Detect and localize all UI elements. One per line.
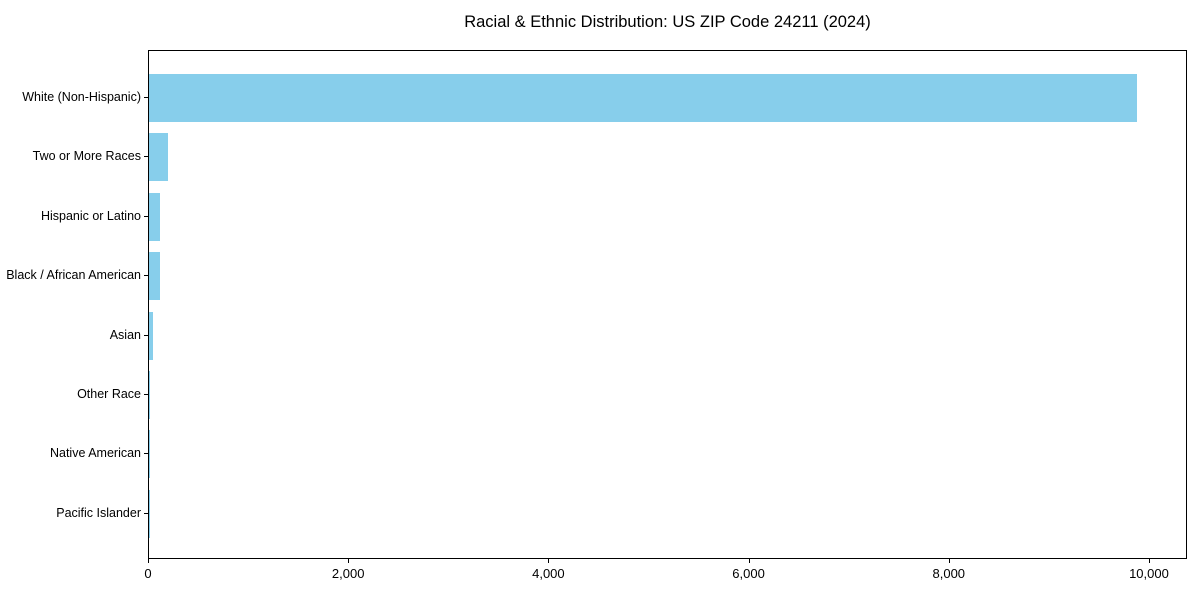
x-tick-label: 6,000	[732, 566, 765, 581]
bar	[149, 192, 160, 241]
y-axis-label: Two or More Races	[32, 149, 141, 164]
x-tick-label: 8,000	[932, 566, 966, 581]
bar	[149, 133, 168, 182]
y-axis-label: Asian	[109, 327, 141, 342]
x-tick-mark	[348, 559, 350, 563]
x-tick-label: 10,000	[1129, 566, 1169, 581]
x-tick-label: 0	[144, 566, 152, 581]
y-tick-mark	[144, 215, 148, 217]
y-tick-mark	[144, 275, 148, 277]
x-tick-label: 4,000	[532, 566, 565, 581]
bar	[149, 74, 1137, 122]
x-tick-mark	[1148, 559, 1150, 563]
y-tick-mark	[144, 453, 148, 455]
y-axis-label: Pacific Islander	[56, 505, 141, 520]
y-tick-mark	[144, 512, 148, 514]
y-axis-label: Native American	[49, 446, 141, 461]
y-tick-mark	[144, 334, 148, 336]
x-tick-mark	[748, 559, 750, 563]
bar	[149, 371, 150, 419]
x-tick-mark	[948, 559, 950, 563]
x-tick-label: 2,000	[331, 566, 365, 581]
y-tick-mark	[144, 394, 148, 395]
y-axis-label: Hispanic or Latino	[40, 208, 141, 223]
bar	[149, 430, 150, 479]
bar	[149, 311, 153, 360]
x-tick-mark	[148, 559, 149, 563]
x-tick-mark	[548, 559, 550, 563]
bar	[149, 252, 160, 301]
y-tick-mark	[144, 156, 148, 158]
chart-title: Racial & Ethnic Distribution: US ZIP Cod…	[464, 13, 871, 31]
y-axis-label: Black / African American	[6, 268, 141, 283]
plot-area	[148, 50, 1187, 559]
y-axis-label: Other Race	[77, 387, 141, 401]
y-tick-mark	[144, 97, 148, 98]
y-axis-label: White (Non-Hispanic)	[22, 90, 141, 104]
